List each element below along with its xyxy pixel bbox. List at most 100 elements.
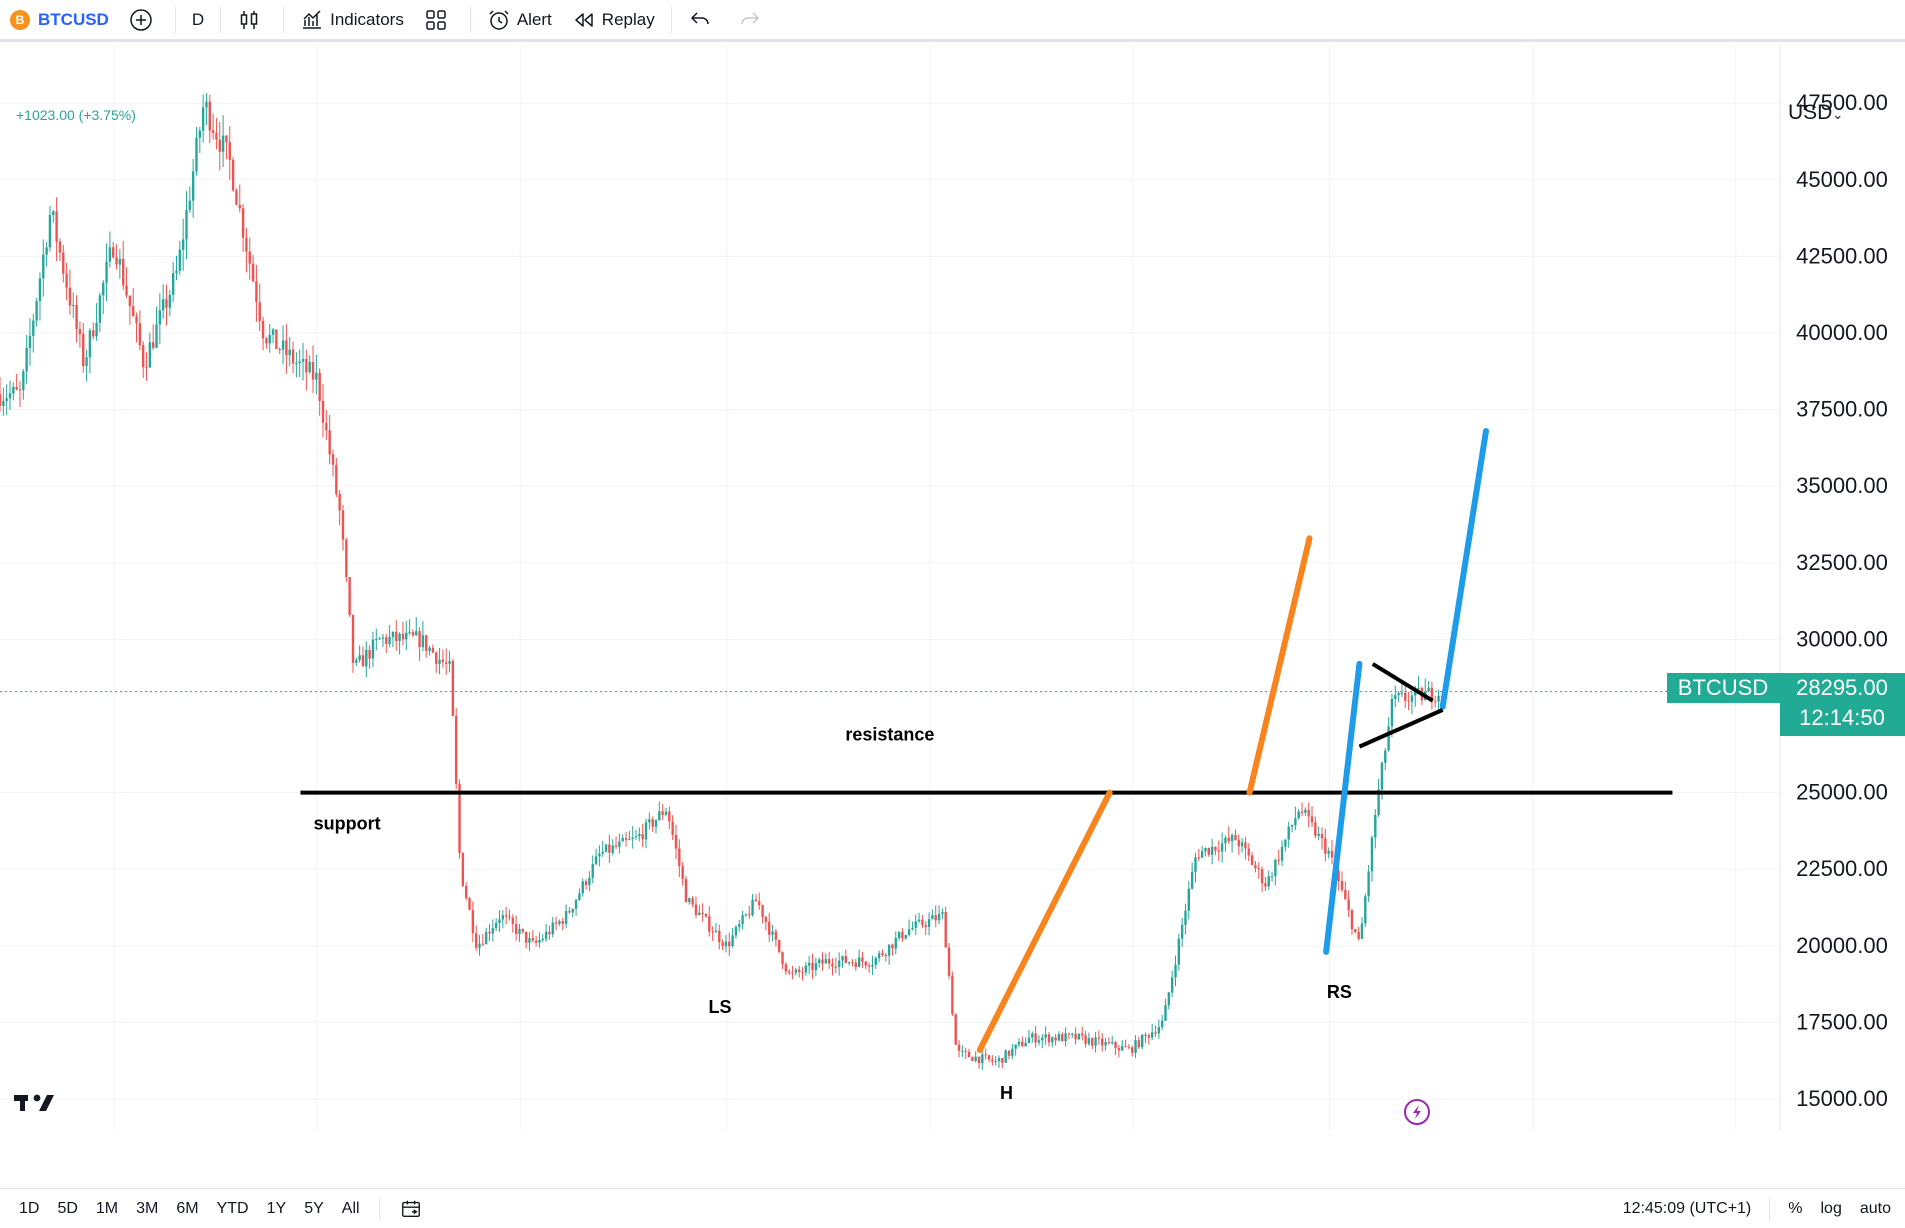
candle-body bbox=[1354, 929, 1357, 933]
candle-body bbox=[1047, 1034, 1051, 1043]
undo-button[interactable] bbox=[678, 0, 728, 41]
currency-label: USD bbox=[1788, 101, 1833, 124]
candle-body bbox=[315, 372, 318, 380]
candle-body bbox=[1400, 692, 1404, 694]
toolbar-divider bbox=[1769, 1197, 1771, 1220]
rewind-icon bbox=[575, 12, 593, 27]
candle-body bbox=[275, 329, 278, 350]
candle-body bbox=[351, 614, 355, 663]
indicators-button[interactable]: Indicators bbox=[290, 0, 414, 41]
candle-body bbox=[85, 357, 88, 367]
candle-body bbox=[1124, 1046, 1127, 1048]
candle-body bbox=[118, 258, 122, 265]
candle-body bbox=[1214, 846, 1217, 851]
range-all-button[interactable]: All bbox=[341, 1199, 360, 1217]
candle-body bbox=[221, 135, 225, 152]
candle-body bbox=[301, 358, 305, 362]
candle-body bbox=[887, 944, 891, 956]
chart-type-button[interactable] bbox=[227, 0, 277, 41]
log-scale-button[interactable]: log bbox=[1820, 1199, 1842, 1217]
range-5y-button[interactable]: 5Y bbox=[304, 1199, 324, 1217]
compare-symbol-button[interactable] bbox=[119, 0, 169, 41]
candle-body bbox=[511, 917, 515, 925]
candle-body bbox=[1114, 1042, 1117, 1049]
percent-scale-button[interactable]: % bbox=[1788, 1199, 1803, 1217]
redo-button[interactable] bbox=[728, 0, 778, 41]
candle-body bbox=[1274, 859, 1277, 877]
candle-body bbox=[1244, 842, 1247, 849]
clock-timezone-button[interactable]: 12:45:09 (UTC+1) bbox=[1622, 1199, 1752, 1217]
candle-body bbox=[1364, 896, 1367, 924]
chart-drawings[interactable]: support resistance LS H RS bbox=[0, 428, 1780, 1103]
candle-body bbox=[584, 881, 588, 885]
last-price-symbol: BTCUSD bbox=[1678, 675, 1768, 700]
interval-button[interactable]: D bbox=[191, 9, 205, 29]
alert-button[interactable]: Alert bbox=[477, 0, 562, 41]
candle-body bbox=[564, 911, 568, 924]
candle-body bbox=[102, 282, 105, 296]
candle-body bbox=[438, 659, 441, 664]
range-5d-button[interactable]: 5D bbox=[57, 1199, 78, 1217]
auto-scale-button[interactable]: auto bbox=[1859, 1199, 1891, 1217]
candle-body bbox=[758, 901, 761, 906]
candle-body bbox=[75, 305, 78, 330]
candle-body bbox=[38, 278, 42, 302]
candle-body bbox=[821, 959, 824, 964]
candle-body bbox=[791, 972, 794, 974]
candle-body bbox=[764, 917, 768, 922]
candle-body bbox=[1284, 839, 1287, 847]
replay-button[interactable]: Replay bbox=[562, 0, 665, 41]
orange-projection-line bbox=[1246, 535, 1313, 796]
calendar-range-icon[interactable] bbox=[400, 1198, 422, 1220]
candle-body bbox=[548, 931, 551, 935]
candle-body bbox=[5, 398, 8, 402]
range-1m-button[interactable]: 1M bbox=[95, 1199, 119, 1217]
price-scale[interactable]: 47500.00 45000.00 42500.00 40000.00 37500.00… bbox=[1796, 90, 1888, 1111]
candle-body bbox=[987, 1055, 991, 1060]
candle-body bbox=[335, 464, 338, 494]
candle-body bbox=[298, 361, 301, 364]
candle-body bbox=[994, 1061, 997, 1063]
chart-pane[interactable]: support resistance LS H RS 47500.00 45000.00 4… bbox=[0, 45, 1905, 1130]
candle-body bbox=[395, 631, 398, 642]
range-1d-button[interactable]: 1D bbox=[19, 1199, 40, 1217]
symbol-search-button[interactable]: B BTCUSD bbox=[0, 0, 119, 41]
candle-body bbox=[628, 838, 631, 840]
tradingview-logo[interactable] bbox=[14, 1094, 54, 1111]
candle-body bbox=[744, 914, 748, 916]
range-ytd-button[interactable]: YTD bbox=[216, 1199, 249, 1217]
candle-body bbox=[724, 941, 728, 947]
candle-body bbox=[25, 348, 28, 372]
layouts-button[interactable] bbox=[414, 0, 464, 41]
toolbar-divider bbox=[378, 1197, 380, 1220]
price-tick-label: 30000.00 bbox=[1796, 626, 1888, 651]
candle-body bbox=[1347, 899, 1350, 911]
candle-body bbox=[681, 866, 684, 879]
price-tick-label: 45000.00 bbox=[1796, 167, 1888, 192]
candle-body bbox=[668, 811, 671, 822]
range-1y-button[interactable]: 1Y bbox=[266, 1199, 287, 1217]
candle-body bbox=[997, 1058, 1001, 1062]
candle-body bbox=[42, 254, 45, 279]
candle-body bbox=[1350, 910, 1354, 930]
candle-body bbox=[581, 881, 584, 894]
candle-body bbox=[1370, 837, 1374, 872]
candle-body bbox=[1180, 924, 1184, 939]
currency-selector[interactable]: USD⌄ bbox=[1788, 101, 1843, 125]
range-3m-button[interactable]: 3M bbox=[136, 1199, 159, 1217]
candle-body bbox=[551, 922, 554, 935]
candle-body bbox=[15, 386, 18, 390]
candle-body bbox=[1071, 1033, 1074, 1035]
range-6m-button[interactable]: 6M bbox=[176, 1199, 199, 1217]
replay-label: Replay bbox=[601, 9, 655, 29]
candle-body bbox=[708, 916, 711, 932]
candle-body bbox=[208, 101, 211, 131]
candle-body bbox=[977, 1056, 981, 1064]
candle-body bbox=[1317, 833, 1320, 836]
candle-body bbox=[235, 190, 238, 205]
candle-body bbox=[1254, 865, 1257, 869]
candle-body bbox=[265, 338, 268, 344]
lightning-icon[interactable] bbox=[1404, 1099, 1430, 1125]
candle-body bbox=[634, 836, 638, 838]
